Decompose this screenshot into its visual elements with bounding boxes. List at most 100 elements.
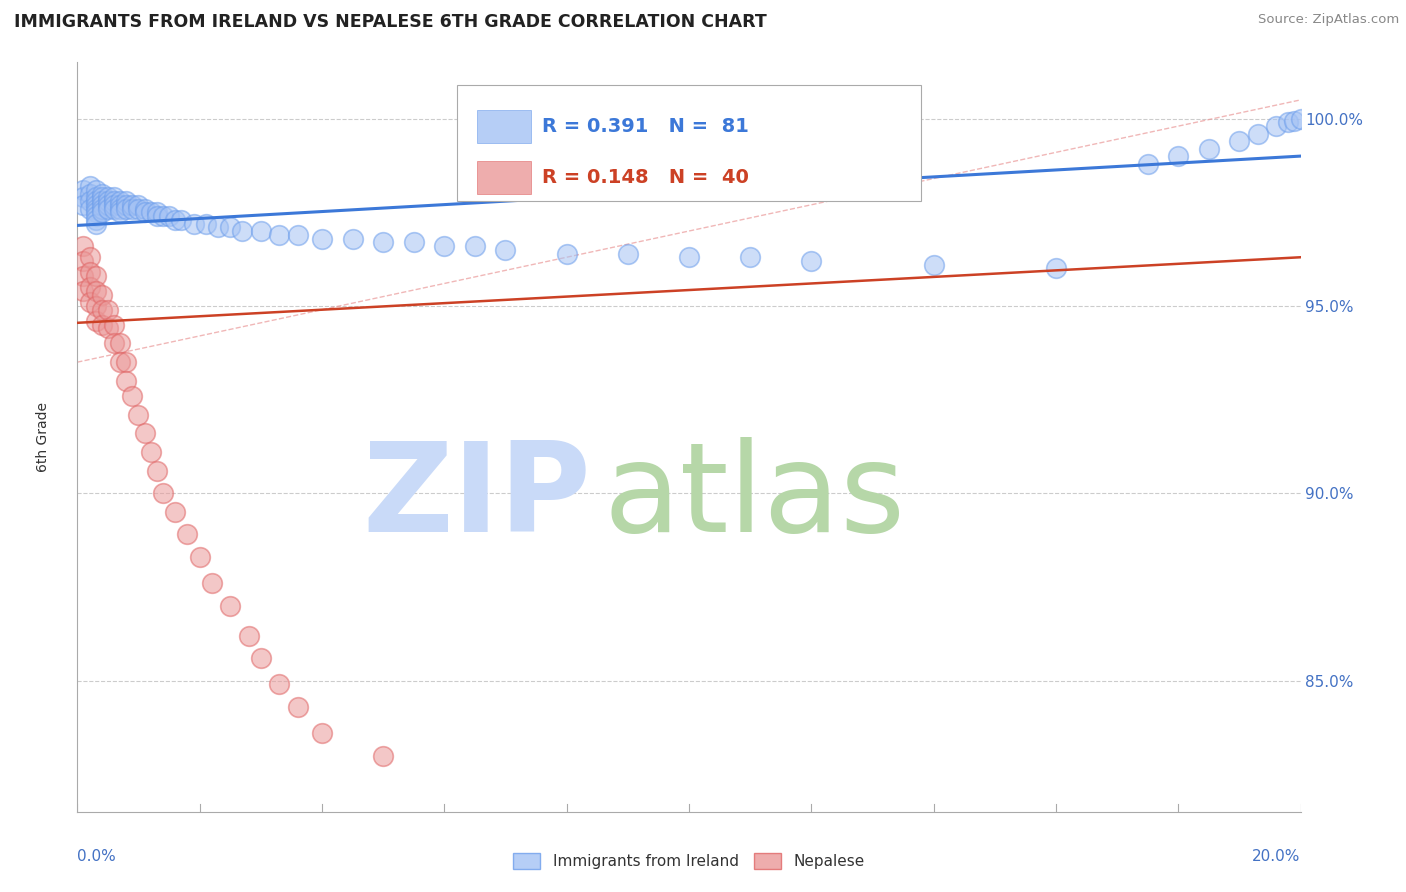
Point bbox=[121, 202, 143, 216]
Point bbox=[97, 190, 120, 204]
Point bbox=[207, 220, 229, 235]
FancyBboxPatch shape bbox=[457, 85, 921, 201]
Point bbox=[128, 202, 150, 216]
Legend: Immigrants from Ireland, Nepalese: Immigrants from Ireland, Nepalese bbox=[506, 847, 872, 875]
Point bbox=[157, 209, 180, 223]
Point bbox=[371, 235, 394, 250]
Point bbox=[146, 209, 169, 223]
Point bbox=[152, 486, 174, 500]
Text: 0.0%: 0.0% bbox=[77, 849, 117, 864]
Point bbox=[79, 265, 101, 279]
Point bbox=[108, 205, 131, 219]
Point bbox=[464, 239, 486, 253]
Point bbox=[84, 284, 107, 298]
Point bbox=[72, 284, 94, 298]
Point bbox=[84, 268, 107, 283]
Text: R = 0.391   N =  81: R = 0.391 N = 81 bbox=[543, 117, 749, 136]
Point bbox=[90, 198, 112, 212]
Point bbox=[79, 179, 101, 194]
Point bbox=[115, 194, 138, 208]
Point bbox=[97, 194, 120, 208]
Point bbox=[90, 205, 112, 219]
Text: Source: ZipAtlas.com: Source: ZipAtlas.com bbox=[1258, 13, 1399, 27]
Point bbox=[103, 190, 125, 204]
Point bbox=[103, 336, 125, 351]
Point bbox=[194, 217, 217, 231]
Point bbox=[97, 302, 120, 317]
Point bbox=[84, 209, 107, 223]
Point bbox=[84, 217, 107, 231]
Point bbox=[121, 389, 143, 403]
Point bbox=[72, 190, 94, 204]
Point bbox=[170, 212, 193, 227]
Point bbox=[311, 726, 333, 740]
Point bbox=[90, 287, 112, 301]
Text: atlas: atlas bbox=[603, 436, 905, 558]
Text: 6th Grade: 6th Grade bbox=[37, 402, 51, 472]
Point bbox=[219, 599, 242, 613]
Point bbox=[134, 202, 156, 216]
Point bbox=[269, 677, 291, 691]
Point bbox=[678, 250, 700, 264]
Point bbox=[188, 549, 211, 564]
Point bbox=[139, 445, 162, 459]
Point bbox=[287, 699, 309, 714]
Point bbox=[740, 250, 762, 264]
Point bbox=[201, 576, 224, 591]
Point bbox=[103, 198, 125, 212]
Point bbox=[84, 205, 107, 219]
Point bbox=[90, 318, 112, 332]
Point bbox=[79, 295, 101, 310]
Point bbox=[371, 748, 394, 763]
Point bbox=[84, 190, 107, 204]
Point bbox=[287, 227, 309, 242]
Text: IMMIGRANTS FROM IRELAND VS NEPALESE 6TH GRADE CORRELATION CHART: IMMIGRANTS FROM IRELAND VS NEPALESE 6TH … bbox=[14, 13, 766, 31]
Point bbox=[79, 194, 101, 208]
Point bbox=[84, 314, 107, 328]
Point bbox=[108, 198, 131, 212]
Point bbox=[146, 464, 169, 478]
Point bbox=[1229, 134, 1251, 148]
Point bbox=[1198, 142, 1220, 156]
Point bbox=[231, 224, 253, 238]
Point bbox=[139, 205, 162, 219]
Point bbox=[84, 198, 107, 212]
Point bbox=[800, 254, 823, 268]
Point bbox=[1289, 112, 1312, 127]
Point bbox=[311, 231, 333, 245]
Point bbox=[134, 205, 156, 219]
Point bbox=[250, 651, 273, 665]
Point bbox=[250, 224, 273, 238]
Point bbox=[152, 209, 174, 223]
Point bbox=[115, 198, 138, 212]
Point bbox=[1045, 261, 1067, 276]
Point bbox=[90, 194, 112, 208]
Point bbox=[238, 629, 260, 643]
Point bbox=[617, 246, 640, 260]
Point bbox=[342, 231, 364, 245]
Text: 20.0%: 20.0% bbox=[1253, 849, 1301, 864]
Text: R = 0.148   N =  40: R = 0.148 N = 40 bbox=[543, 169, 749, 187]
Point bbox=[72, 198, 94, 212]
Point bbox=[108, 355, 131, 369]
Point bbox=[84, 299, 107, 313]
FancyBboxPatch shape bbox=[477, 111, 531, 144]
Point bbox=[128, 408, 150, 422]
Point bbox=[84, 194, 107, 208]
Point bbox=[84, 202, 107, 216]
Point bbox=[555, 246, 578, 260]
Point bbox=[103, 318, 125, 332]
Point bbox=[1277, 115, 1299, 129]
Point bbox=[97, 321, 120, 335]
Point bbox=[134, 426, 156, 441]
Point bbox=[103, 194, 125, 208]
Point bbox=[121, 198, 143, 212]
Point bbox=[176, 527, 198, 541]
Point bbox=[165, 212, 187, 227]
Point bbox=[922, 258, 945, 272]
Point bbox=[269, 227, 291, 242]
Point bbox=[79, 280, 101, 294]
FancyBboxPatch shape bbox=[477, 161, 531, 194]
Point bbox=[84, 212, 107, 227]
Point bbox=[183, 217, 205, 231]
